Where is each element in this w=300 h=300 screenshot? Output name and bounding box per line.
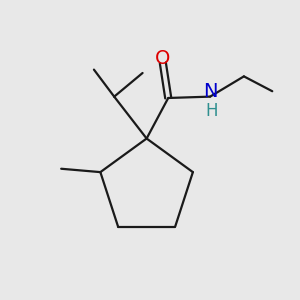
Text: H: H xyxy=(205,103,218,121)
Text: O: O xyxy=(155,49,170,68)
Text: N: N xyxy=(203,82,218,101)
